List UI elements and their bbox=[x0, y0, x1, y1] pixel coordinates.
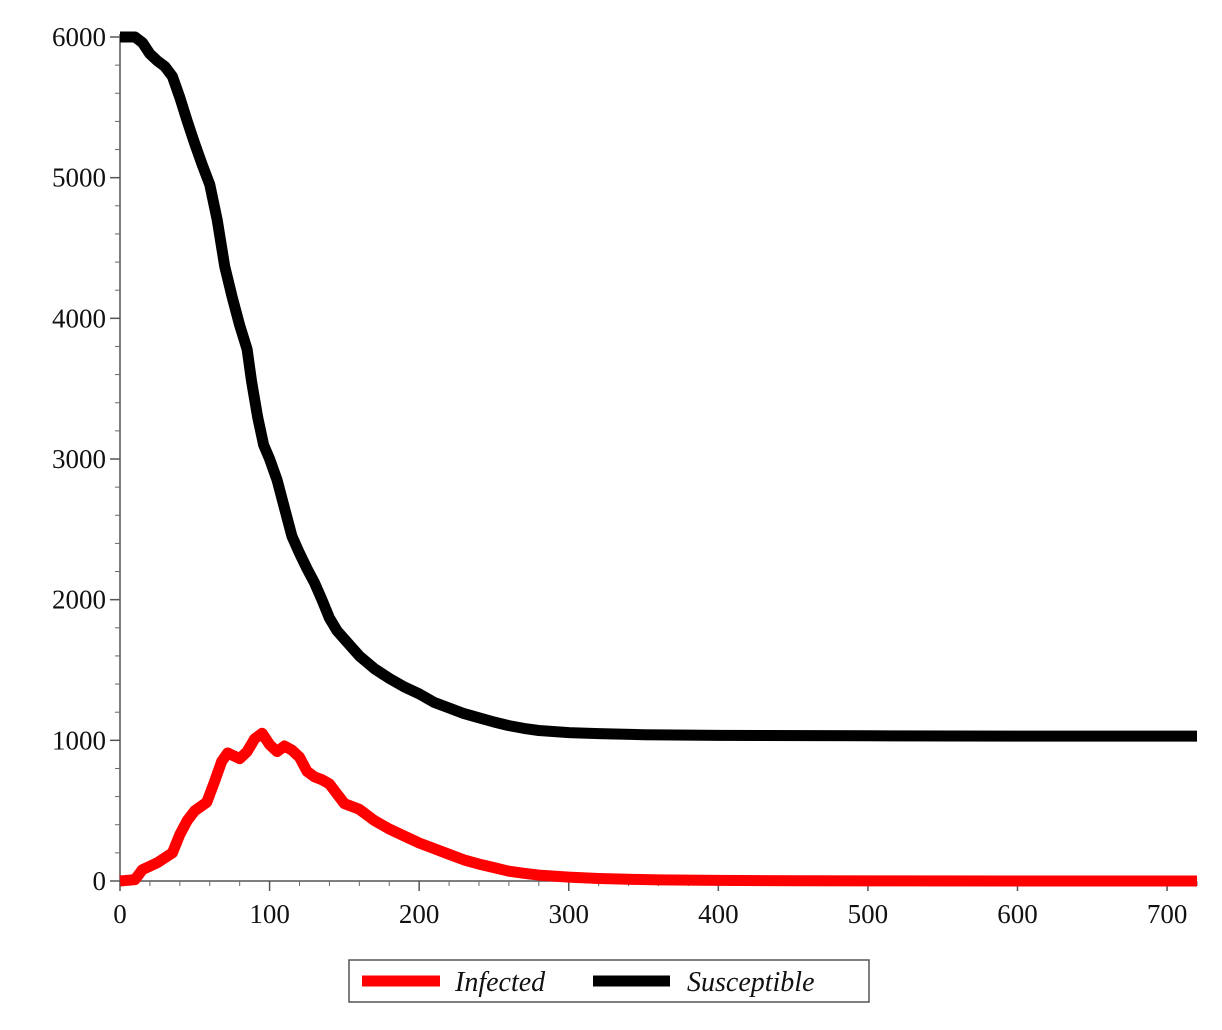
x-tick-label: 600 bbox=[997, 899, 1038, 929]
series-layer bbox=[119, 31, 1197, 887]
y-tick-label: 1000 bbox=[52, 725, 106, 755]
y-tick-label: 0 bbox=[93, 866, 107, 896]
x-tick-label: 100 bbox=[249, 899, 290, 929]
legend-label-susceptible: Susceptible bbox=[687, 967, 815, 998]
series-line-susceptible bbox=[120, 31, 1197, 742]
legend-label-infected: Infected bbox=[454, 967, 546, 998]
axes: 0 100 200 300 400 500 600 700 0 1000 2000 3000 4000 5… bbox=[52, 22, 1198, 929]
y-tick-label: 2000 bbox=[52, 585, 106, 615]
y-tick-label: 6000 bbox=[52, 22, 106, 52]
x-tick-label: 400 bbox=[698, 899, 739, 929]
series-line-infected bbox=[119, 727, 1197, 887]
y-tick-label: 3000 bbox=[52, 444, 106, 474]
y-tick-label: 4000 bbox=[52, 303, 106, 333]
x-tick-label: 200 bbox=[399, 899, 440, 929]
legend: Infected Susceptible bbox=[348, 959, 870, 1003]
x-tick-label: 500 bbox=[848, 899, 889, 929]
x-tick-label: 700 bbox=[1147, 899, 1188, 929]
x-tick-label: 300 bbox=[549, 899, 590, 929]
x-tick-label: 0 bbox=[113, 899, 127, 929]
y-tick-label: 5000 bbox=[52, 163, 106, 193]
